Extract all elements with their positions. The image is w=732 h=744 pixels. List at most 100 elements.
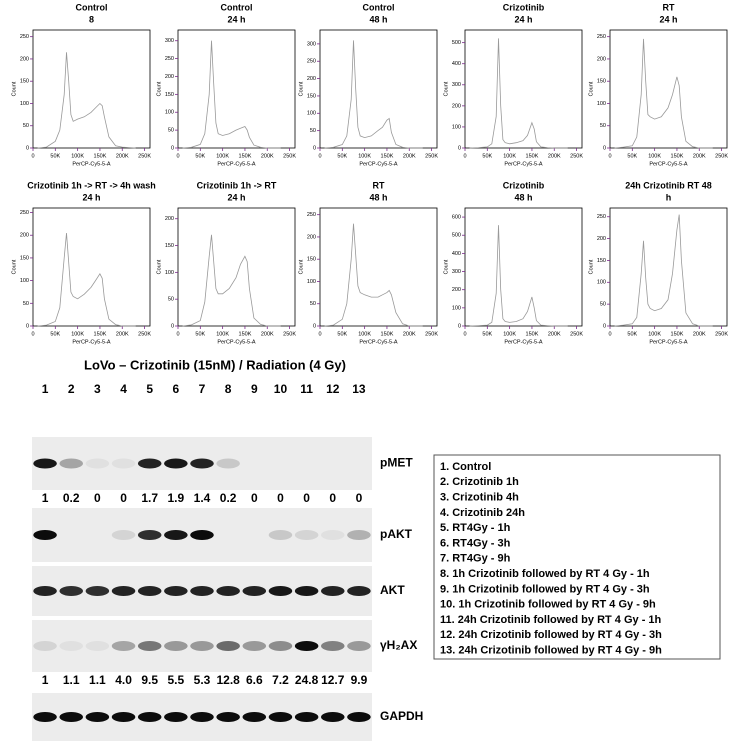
- x-tick-label: 250K: [138, 331, 151, 337]
- histogram-line: [469, 225, 568, 327]
- y-tick-label: 50: [310, 128, 316, 134]
- x-tick-label: 100K: [216, 331, 229, 337]
- y-tick-label: 100: [307, 279, 316, 285]
- quantification: 0: [277, 491, 284, 505]
- y-tick-label: 0: [458, 145, 461, 151]
- band: [216, 712, 240, 722]
- plot-frame: [177, 207, 296, 327]
- band: [164, 530, 188, 540]
- x-tick-label: 150K: [94, 331, 107, 337]
- y-axis-label: Count: [443, 259, 449, 274]
- quantification: 0: [94, 491, 101, 505]
- lane-number: 10: [274, 382, 288, 396]
- y-tick-label: 200: [597, 236, 606, 242]
- x-tick-label: 250K: [570, 153, 583, 159]
- plot-frame: [609, 29, 728, 149]
- plot-frame: [32, 29, 151, 149]
- chart-title: 24h Crizotinib RT 48: [625, 180, 712, 190]
- x-tick-label: 0: [176, 331, 179, 337]
- y-tick-label: 0: [313, 323, 316, 329]
- band: [137, 586, 162, 596]
- x-tick-label: 200K: [693, 331, 706, 337]
- x-tick-label: 100K: [71, 331, 84, 337]
- x-tick-label: 100K: [358, 331, 371, 337]
- y-tick-label: 50: [600, 123, 606, 129]
- band: [242, 641, 267, 651]
- band: [268, 530, 293, 540]
- chart-title: Crizotinib 1h -> RT -> 4h wash: [27, 180, 156, 190]
- plot-frame: [464, 29, 583, 149]
- chart-title: RT: [373, 180, 385, 190]
- x-tick-label: 50K: [337, 331, 347, 337]
- y-tick-label: 100: [20, 101, 29, 107]
- y-tick-label: 150: [20, 79, 29, 85]
- x-tick-label: 50K: [627, 331, 637, 337]
- band: [33, 458, 57, 469]
- plot-frame: [609, 207, 728, 327]
- quantification: 0: [356, 491, 363, 505]
- lane-number: 8: [225, 382, 232, 396]
- x-tick-label: 0: [31, 331, 34, 337]
- band: [137, 712, 162, 722]
- band: [190, 458, 214, 469]
- band: [111, 641, 136, 651]
- x-tick-label: 100K: [216, 153, 229, 159]
- quantification: 5.5: [168, 673, 185, 687]
- legend-item: 4. Crizotinib 24h: [440, 507, 525, 519]
- x-tick-label: 0: [608, 153, 611, 159]
- x-tick-label: 100K: [358, 153, 371, 159]
- x-tick-label: 150K: [526, 153, 539, 159]
- quantification: 9.5: [141, 673, 158, 687]
- x-axis-label: PerCP-Cy5-5-A: [649, 339, 688, 345]
- histogram-line: [182, 234, 281, 327]
- x-tick-label: 150K: [671, 153, 684, 159]
- y-axis-label: Count: [298, 259, 304, 274]
- chart-subtitle: 48 h: [369, 192, 387, 202]
- x-tick-label: 50K: [482, 331, 492, 337]
- x-tick-label: 50K: [482, 153, 492, 159]
- plot-frame: [32, 207, 151, 327]
- band: [190, 712, 214, 722]
- quantification: 24.8: [295, 673, 319, 687]
- band: [268, 641, 293, 651]
- x-tick-label: 100K: [503, 153, 516, 159]
- x-tick-label: 250K: [138, 153, 151, 159]
- x-tick-label: 50K: [50, 331, 60, 337]
- lane-number: 9: [251, 382, 258, 396]
- y-tick-label: 200: [597, 56, 606, 62]
- x-tick-label: 100K: [503, 331, 516, 337]
- y-tick-label: 200: [452, 103, 461, 109]
- row-label: GAPDH: [380, 709, 423, 723]
- band: [321, 530, 345, 540]
- band: [111, 458, 136, 469]
- y-axis-label: Count: [156, 259, 162, 274]
- y-tick-label: 0: [603, 323, 606, 329]
- band: [85, 586, 110, 596]
- quantification: 5.3: [194, 673, 211, 687]
- y-tick-label: 400: [452, 251, 461, 257]
- lane-number: 6: [173, 382, 180, 396]
- y-axis-label: Count: [11, 259, 17, 274]
- legend-item: 3. Crizotinib 4h: [440, 492, 519, 504]
- band: [85, 641, 110, 651]
- lane-number: 1: [42, 382, 49, 396]
- y-tick-label: 150: [597, 79, 606, 85]
- band: [216, 458, 240, 469]
- x-tick-label: 200K: [548, 331, 561, 337]
- band: [137, 458, 162, 469]
- quantification: 1.7: [141, 491, 158, 505]
- band: [59, 641, 83, 651]
- y-tick-label: 100: [597, 101, 606, 107]
- legend-item: 8. 1h Crizotinib followed by RT 4 Gy - 1…: [440, 568, 650, 580]
- y-axis-label: Count: [588, 259, 594, 274]
- x-axis-label: PerCP-Cy5-5-A: [504, 161, 543, 167]
- x-tick-label: 100K: [648, 331, 661, 337]
- chart-subtitle: 24 h: [227, 192, 245, 202]
- row-label: γH₂AX: [380, 638, 417, 652]
- band: [137, 530, 162, 540]
- histogram-line: [469, 38, 568, 149]
- chart-subtitle: 48 h: [514, 192, 532, 202]
- y-tick-label: 200: [20, 233, 29, 239]
- y-tick-label: 0: [313, 145, 316, 151]
